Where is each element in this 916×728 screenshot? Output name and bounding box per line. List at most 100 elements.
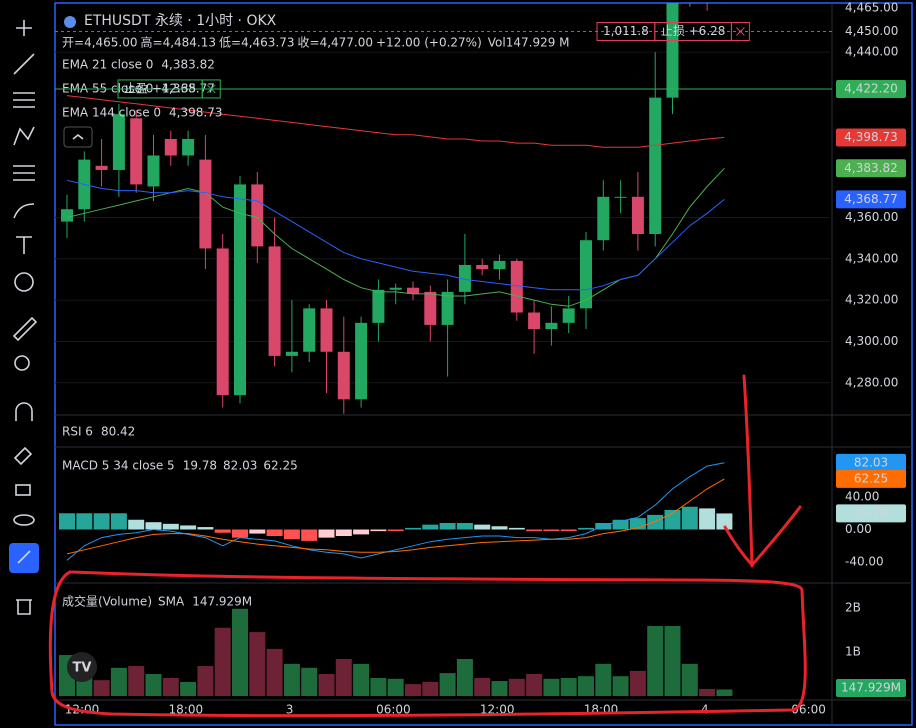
link-icon <box>17 550 31 564</box>
candle-body <box>216 248 229 396</box>
fib-tool[interactable] <box>13 92 35 108</box>
candle-body <box>95 165 108 170</box>
volume-tick-label: 1B <box>845 644 861 658</box>
annotation-ellipse <box>48 570 807 718</box>
volume-bar <box>128 666 145 696</box>
candle-body <box>320 308 333 352</box>
macd-bar <box>76 513 93 530</box>
macd-bar <box>128 519 145 530</box>
line-tool[interactable] <box>13 53 35 75</box>
macd-bar <box>578 527 594 530</box>
macd-tick-label: 40.00 <box>845 489 879 503</box>
candle-body <box>303 308 316 352</box>
macd-tick-label: -40.00 <box>845 555 884 569</box>
vol-label: Vol <box>488 36 506 50</box>
brush-tool[interactable] <box>13 203 35 219</box>
lock-tool[interactable] <box>15 484 31 496</box>
macd-bar <box>526 529 543 532</box>
macd-bar <box>595 523 612 530</box>
volume-bar <box>716 689 733 696</box>
macd-bar <box>162 523 179 530</box>
candle-body <box>130 118 143 185</box>
x-tick-label: 06:00 <box>376 703 411 717</box>
ema-price-label: 4,398.73 <box>844 130 897 144</box>
toolbar <box>9 20 39 615</box>
magnet-tool[interactable] <box>15 402 33 421</box>
volume-bar <box>93 680 110 696</box>
y-tick-label: 4,280.00 <box>845 375 898 389</box>
candle-body <box>580 240 592 309</box>
volume-bar <box>232 608 248 696</box>
order-price-label: 4,450.00 <box>845 24 898 38</box>
order-close-icon <box>206 84 216 94</box>
ohlc-value: 4,477.00 <box>320 36 373 50</box>
candle-body <box>199 159 212 249</box>
rsi-value: 80.42 <box>101 425 135 439</box>
candle-body <box>355 322 368 400</box>
volume-bar <box>526 673 543 696</box>
volume-axis-label: 147.929M <box>841 681 901 695</box>
candle-body <box>337 351 350 400</box>
emoji-tool[interactable] <box>14 272 34 292</box>
macd-line <box>66 478 725 555</box>
macd-bar <box>301 529 318 541</box>
volume-bar <box>249 632 266 696</box>
candle-body <box>458 264 471 292</box>
macd-value: 62.25 <box>263 459 297 473</box>
candle-body <box>649 97 662 235</box>
pattern-tool[interactable] <box>13 126 35 146</box>
macd-bar <box>59 513 75 530</box>
candle-body <box>476 264 489 270</box>
candle-body <box>164 138 177 156</box>
text-tool[interactable] <box>16 236 32 254</box>
ema-price-label-box <box>836 128 906 147</box>
visibility-tool[interactable] <box>13 514 35 526</box>
volume-bar <box>353 663 370 696</box>
ema-price-label-box <box>836 190 906 209</box>
volume-bar <box>681 663 698 696</box>
macd-hist-axis-label-box <box>836 504 906 523</box>
projection-tool[interactable] <box>13 165 35 181</box>
candle-body <box>562 308 575 323</box>
volume-bar <box>145 673 162 696</box>
rsi-title: RSI 6 <box>62 425 93 439</box>
macd-bar <box>353 529 370 535</box>
ohlc-label: 高= <box>141 35 163 50</box>
ema-line <box>66 95 725 148</box>
ruler-tool[interactable] <box>12 316 38 342</box>
chart-border <box>54 2 913 726</box>
ema-line <box>66 167 725 307</box>
x-tick-label: 18:00 <box>169 703 204 717</box>
tv-logo <box>67 652 97 682</box>
crosshair-tool[interactable] <box>16 20 32 36</box>
volume-bar <box>612 676 629 696</box>
candle-body <box>372 289 385 323</box>
zoom-tool[interactable] <box>14 355 30 371</box>
volume-bar <box>491 681 508 696</box>
macd-hist-value: 19.78 <box>183 459 217 473</box>
ohlc-label: 收= <box>298 36 320 50</box>
ema-price-label-box <box>836 159 906 178</box>
volume-bar <box>578 676 594 696</box>
macd-tick-label: 0.00 <box>845 522 872 536</box>
candle-body <box>112 114 125 170</box>
y-tick-label: 4,320.00 <box>845 293 898 307</box>
collapse-button[interactable] <box>63 126 93 148</box>
x-tick-label: 3 <box>286 703 294 717</box>
macd-bar <box>560 529 577 532</box>
order-price-label: 4,422.20 <box>844 81 897 95</box>
candle-body <box>528 312 541 330</box>
volume-bar <box>508 678 525 696</box>
ema-price-label: 4,383.82 <box>844 161 897 175</box>
delete-tool[interactable] <box>16 599 32 615</box>
macd-bar <box>422 524 439 530</box>
collapse-icon <box>72 133 84 140</box>
macd-bar <box>370 529 387 532</box>
volume-bar <box>301 667 318 696</box>
macd-axis-label: 82.03 <box>854 455 888 469</box>
ema-line <box>66 179 725 291</box>
lock-draw-tool[interactable] <box>13 446 33 466</box>
candle-body <box>251 184 264 247</box>
macd-bar <box>508 527 525 530</box>
